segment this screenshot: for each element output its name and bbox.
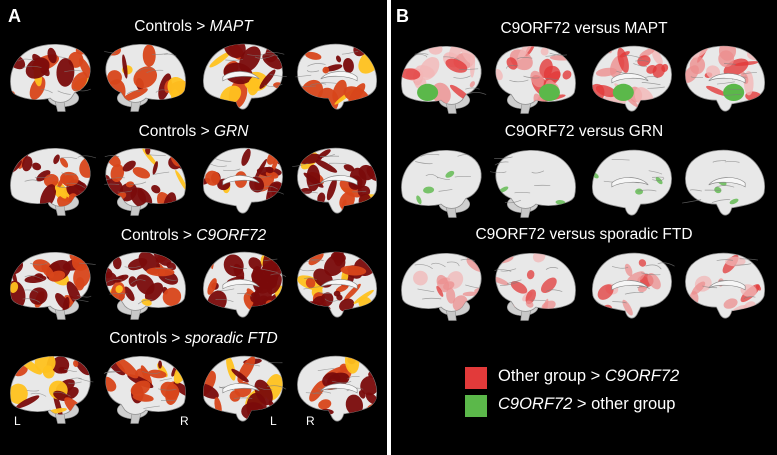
- panel-b-letter: B: [396, 6, 409, 26]
- brain-render-a-mapt-1: [10, 44, 91, 112]
- panel-b: B C9ORF72 versus MAPT C9ORF72 versus GRN…: [391, 0, 777, 455]
- brain-render-b-sporadic-ftd-2: [494, 253, 576, 321]
- panel-a-row-title-sporadic-ftd: Controls > sporadic FTD: [109, 330, 278, 347]
- panel-b-row-title-sporadic-ftd: C9ORF72 versus sporadic FTD: [475, 226, 693, 243]
- brain-render-b-mapt-1: [401, 46, 487, 114]
- panel-a-row-title-c9orf72: Controls > C9ORF72: [120, 227, 267, 244]
- side-label-left: L: [14, 414, 21, 428]
- brain-render-a-c9orf72-3: [203, 251, 287, 318]
- brain-render-a-mapt-3: [203, 43, 287, 110]
- brain-render-a-grn-2: [104, 148, 186, 216]
- brain-render-b-sporadic-ftd-4: [685, 252, 765, 319]
- brain-render-a-mapt-4: [295, 43, 377, 110]
- panel-divider: [387, 0, 391, 455]
- panel-b-row-title-grn: C9ORF72 versus GRN: [504, 123, 664, 140]
- side-label-right: R: [180, 414, 189, 428]
- brain-render-b-grn-1: [401, 150, 482, 218]
- brain-render-a-c9orf72-1: [10, 252, 96, 320]
- brain-render-a-sporadic-ftd-3: [203, 355, 287, 422]
- brain-render-b-sporadic-ftd-1: [401, 253, 482, 321]
- brain-render-b-mapt-3: [592, 45, 672, 112]
- panel-b-row-title-mapt: C9ORF72 versus MAPT: [500, 20, 668, 37]
- panel-a-row-title-grn: Controls > GRN: [138, 123, 249, 140]
- legend-swatch-red: [465, 367, 487, 389]
- brain-render-b-grn-3: [592, 149, 672, 216]
- side-label-left-medial: L: [270, 414, 277, 428]
- panel-a-letter: A: [8, 6, 21, 26]
- legend-label-c9orf72: C9ORF72 > other group: [498, 395, 676, 413]
- brain-render-b-mapt-2: [495, 46, 576, 114]
- brain-render-b-grn-2: [490, 150, 576, 218]
- brain-render-a-c9orf72-4: [297, 251, 377, 318]
- brain-render-a-sporadic-ftd-1: [10, 356, 94, 424]
- brain-render-a-sporadic-ftd-4: [297, 355, 377, 422]
- legend-swatch-green: [465, 395, 487, 417]
- brain-render-a-grn-3: [203, 147, 285, 214]
- brain-render-a-sporadic-ftd-2: [103, 356, 186, 424]
- brain-render-b-mapt-4: [685, 45, 765, 112]
- brain-render-a-mapt-2: [104, 44, 186, 112]
- brain-render-b-grn-4: [682, 149, 765, 216]
- legend-label-other-group: Other group > C9ORF72: [498, 367, 680, 385]
- brain-render-a-grn-1: [10, 148, 96, 216]
- brain-render-b-sporadic-ftd-3: [592, 252, 675, 319]
- panel-a: A Controls > MAPT Controls > GRN Control…: [0, 0, 387, 455]
- side-label-right-medial: R: [306, 414, 315, 428]
- panel-a-row-title-mapt: Controls > MAPT: [134, 18, 253, 35]
- brain-render-a-c9orf72-2: [105, 252, 186, 320]
- brain-render-a-grn-4: [292, 147, 377, 214]
